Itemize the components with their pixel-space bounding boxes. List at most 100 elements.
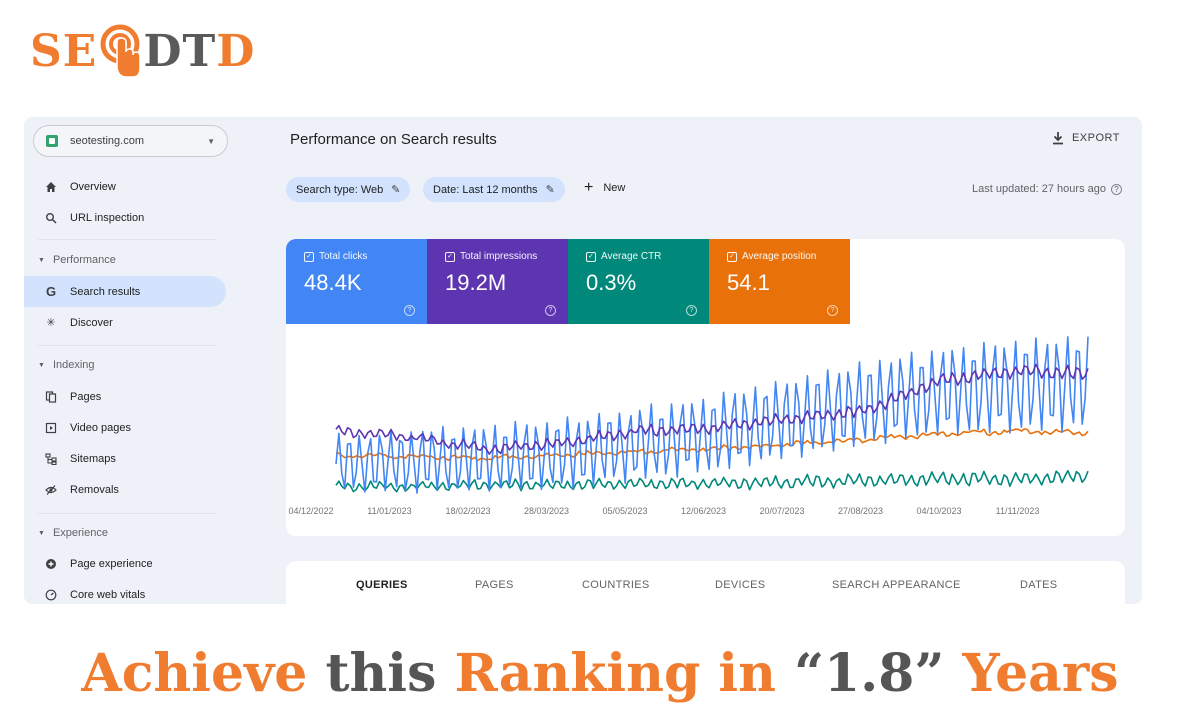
headline-word: Ranking in [454,643,776,704]
search-icon [44,211,58,225]
report-tabs: QUERIES PAGES COUNTRIES DEVICES SEARCH A… [286,561,1125,604]
metric-label: Average position [742,251,817,262]
sidebar-item-label: Sitemaps [70,452,116,465]
logo-text-d: D [216,26,256,77]
pages-icon [44,390,58,404]
tab-pages[interactable]: PAGES [475,579,514,591]
pointer-hand-icon [100,24,142,78]
sidebar-item-label: Core web vitals [70,588,146,601]
help-icon[interactable]: ? [686,305,697,316]
sidebar-item-discover[interactable]: ✳ Discover [24,307,226,338]
page-title: Performance on Search results [290,131,497,148]
x-tick-label: 28/03/2023 [524,506,569,516]
sidebar-item-label: Discover [70,316,113,329]
new-filter-button[interactable]: + New [584,180,625,196]
seodtd-logo: SE DT D [30,22,255,82]
help-icon[interactable]: ? [404,305,415,316]
series-line-total-impressions [335,363,1089,455]
section-title: Performance [52,254,116,266]
sidebar-item-page-experience[interactable]: Page experience [24,548,226,579]
divider [38,513,216,514]
metric-average-position[interactable]: ✓ Average position 54.1 ? [709,239,850,324]
last-updated: Last updated: 27 hours ago ? [972,183,1122,195]
metric-total-clicks[interactable]: ✓ Total clicks 48.4K ? [286,239,427,324]
home-icon [44,180,58,194]
x-tick-label: 11/01/2023 [367,506,411,516]
section-title: Experience [52,527,108,539]
sidebar-item-label: Pages [70,390,102,403]
section-experience-toggle[interactable]: ▼ Experience [38,527,108,539]
last-updated-text: Last updated: 27 hours ago [972,183,1106,195]
x-tick-label: 20/07/2023 [759,506,804,516]
tab-queries[interactable]: QUERIES [356,579,408,591]
sidebar-item-video-pages[interactable]: Video pages [24,412,226,443]
edit-pencil-icon: ✎ [391,184,401,196]
property-icon [46,135,58,147]
help-icon[interactable]: ? [827,305,838,316]
sidebar-item-search-results[interactable]: G Search results [24,276,226,307]
x-tick-label: 27/08/2023 [838,506,883,516]
divider [38,239,216,240]
tab-countries[interactable]: COUNTRIES [582,579,650,591]
performance-chart-card: ✓ Total clicks 48.4K ? ✓ Total impressions… [286,239,1125,536]
checkbox-checked-icon: ✓ [586,251,596,262]
export-button[interactable]: EXPORT [1052,131,1120,145]
gauge-icon [44,588,58,602]
series-line-average-ctr [335,469,1089,493]
sidebar-item-overview[interactable]: Overview [24,171,226,202]
sidebar-item-url-inspection[interactable]: URL inspection [24,202,226,233]
x-tick-label: 18/02/2023 [445,506,490,516]
tab-dates[interactable]: DATES [1020,579,1058,591]
x-tick-label: 04/12/2022 [288,506,333,516]
sidebar-item-label: Page experience [70,557,153,570]
sidebar-item-label: Video pages [70,421,131,434]
caret-down-icon: ▼ [38,256,45,264]
sidebar-item-core-web-vitals[interactable]: Core web vitals [24,579,226,604]
series-line-average-position [335,428,1089,462]
filter-chip-search-type[interactable]: Search type: Web ✎ [286,177,411,202]
tab-search-appearance[interactable]: SEARCH APPEARANCE [832,579,961,591]
asterisk-icon: ✳ [46,317,56,329]
metric-label: Average CTR [601,251,662,262]
help-icon[interactable]: ? [545,305,556,316]
sidebar-item-label: Removals [70,483,119,496]
search-console-dashboard: seotesting.com ▼ Overview URL inspection… [24,117,1142,604]
sidebar-item-pages[interactable]: Pages [24,381,226,412]
x-tick-label: 12/06/2023 [681,506,726,516]
headline: Achieve this Ranking in “1.8” Years [0,640,1200,708]
section-title: Indexing [52,359,95,371]
metric-value: 19.2M [445,270,507,295]
checkbox-checked-icon: ✓ [304,251,314,262]
logo-text-se: SE [30,26,98,77]
metric-average-ctr[interactable]: ✓ Average CTR 0.3% ? [568,239,709,324]
section-indexing-toggle[interactable]: ▼ Indexing [38,359,95,371]
sidebar-item-label: Overview [70,180,116,193]
caret-down-icon: ▼ [38,529,45,537]
filter-chip-date[interactable]: Date: Last 12 months ✎ [423,177,565,202]
x-tick-label: 11/11/2023 [996,506,1040,516]
tab-devices[interactable]: DEVICES [715,579,766,591]
sidebar-item-removals[interactable]: Removals [24,474,226,505]
sidebar-item-label: Search results [70,285,141,298]
help-icon[interactable]: ? [1111,183,1122,195]
property-label: seotesting.com [70,135,144,147]
property-selector[interactable]: seotesting.com ▼ [33,125,228,157]
section-performance-toggle[interactable]: ▼ Performance [38,254,116,266]
removal-icon [44,483,58,497]
sidebar-item-label: URL inspection [70,211,145,224]
chip-label: Search type: Web [296,183,384,196]
divider [38,345,216,346]
download-icon [1052,132,1063,145]
sidebar-item-sitemaps[interactable]: Sitemaps [24,443,226,474]
video-pages-icon [44,421,58,435]
logo-text-dt: DT [143,26,217,77]
x-tick-label: 05/05/2023 [602,506,647,516]
metric-label: Total clicks [319,251,368,262]
checkbox-checked-icon: ✓ [445,251,455,262]
series-line-total-clicks [335,336,1089,494]
headline-word: this [325,643,437,704]
metric-total-impressions[interactable]: ✓ Total impressions 19.2M ? [427,239,568,324]
google-g-icon: G [45,284,57,299]
sitemap-icon [44,452,58,466]
sidebar: seotesting.com ▼ Overview URL inspection… [24,117,232,604]
